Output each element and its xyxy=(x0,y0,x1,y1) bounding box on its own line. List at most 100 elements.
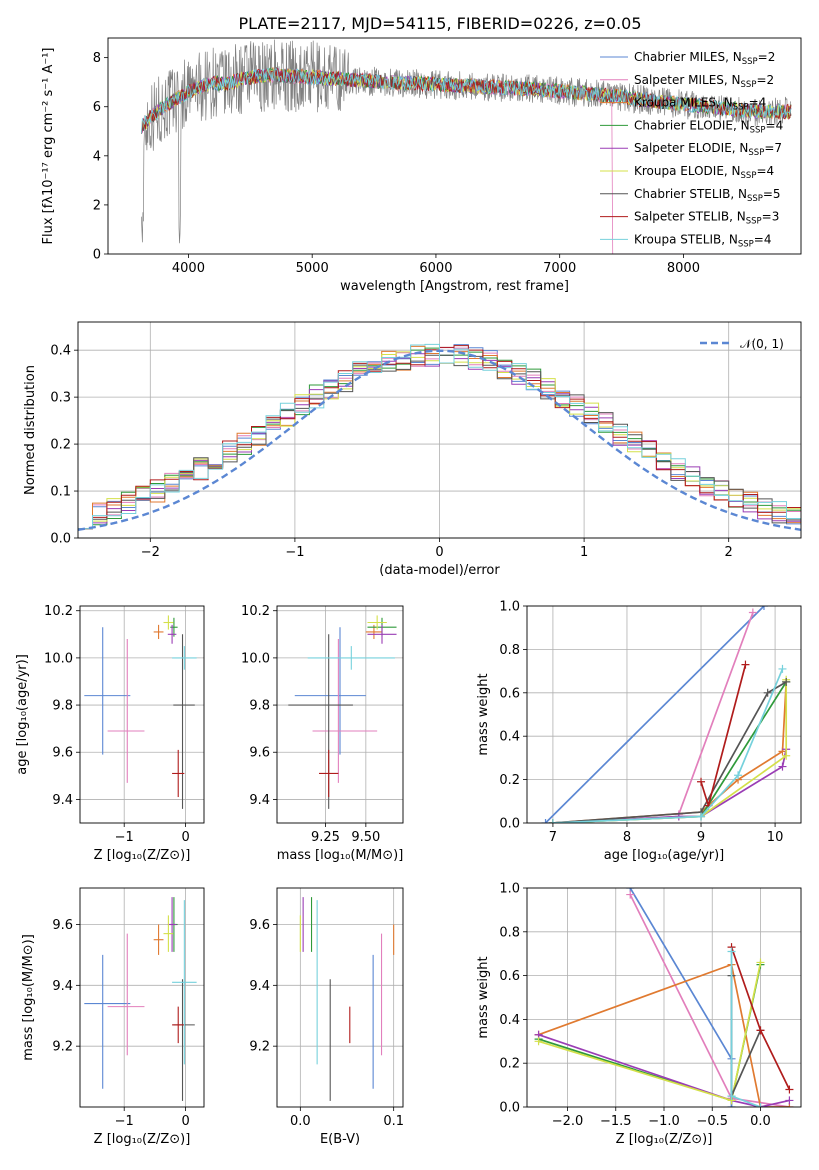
x-tick-label: 6000 xyxy=(419,261,452,276)
legend-name: Salpeter MILES, N xyxy=(634,73,741,87)
legend-subscript: SSP xyxy=(738,239,754,249)
x-tick-label: −1 xyxy=(285,545,304,560)
x-tick-label: −1 xyxy=(115,830,134,845)
x-tick-label: −0.5 xyxy=(696,1114,728,1129)
axes-frame xyxy=(276,887,404,1108)
x-axis-label: mass [log₁₀(M/M⊙)] xyxy=(277,848,404,863)
x-tick-label: 7000 xyxy=(543,261,576,276)
weight-marker xyxy=(697,812,706,821)
y-tick-label: 0.4 xyxy=(50,344,71,359)
legend-label: Chabrier ELODIE, NSSP=4 xyxy=(634,118,783,135)
weight-line xyxy=(552,749,788,823)
x-tick-label: 9 xyxy=(697,830,705,845)
x-axis-label: Z [log₁₀(Z/Z⊙)] xyxy=(94,848,191,863)
axes-frame xyxy=(526,887,802,1108)
extinction-mass-panel: 0.0 0.1 9.2 9.4 9.6 E(B-V) xyxy=(249,887,404,1147)
x-tick-label: 9.50 xyxy=(351,830,380,845)
y-tick-label: 0.0 xyxy=(50,532,71,547)
y-tick-label: 0.1 xyxy=(50,485,71,500)
weight-marker xyxy=(782,751,791,760)
legend-label: Salpeter STELIB, NSSP=3 xyxy=(634,210,779,227)
x-tick-label: 8 xyxy=(623,830,631,845)
y-tick-label: 9.4 xyxy=(249,793,270,808)
weight-marker xyxy=(778,762,787,771)
legend-count: =4 xyxy=(754,232,772,246)
x-tick-label: 0 xyxy=(181,1114,189,1129)
weight-line xyxy=(538,964,762,1102)
x-axis-label: age [log₁₀(age/yr)] xyxy=(604,848,725,863)
legend-count: =4 xyxy=(756,164,774,178)
legend-count: =4 xyxy=(749,96,767,110)
x-axis-label: Z [log₁₀(Z/Z⊙)] xyxy=(616,1132,713,1147)
normal-legend-label: 𝒩(0, 1) xyxy=(740,337,784,351)
legend-subscript: SSP xyxy=(742,57,758,67)
x-tick-label: −1 xyxy=(115,1114,134,1129)
x-axis-label: (data-model)/error xyxy=(379,563,500,578)
y-tick-label: 0.4 xyxy=(499,1013,520,1028)
y-tick-label: 0.3 xyxy=(50,391,71,406)
grid xyxy=(527,887,801,1108)
legend-name: Chabrier ELODIE, N xyxy=(634,118,750,132)
y-tick-label: 9.2 xyxy=(249,1040,270,1055)
y-tick-label: 0.2 xyxy=(499,773,520,788)
weight-marker xyxy=(727,947,736,956)
plot-area xyxy=(78,343,801,531)
legend-name: Salpeter ELODIE, N xyxy=(634,141,748,155)
legend-count: =3 xyxy=(762,210,780,224)
metallicity-mass-panel: −1 0 9.2 9.4 9.6 Z [log₁₀(Z/Z⊙)] mass [log₁₀(M… xyxy=(21,887,205,1147)
y-tick-label: 9.8 xyxy=(52,699,73,714)
weight-marker xyxy=(759,606,768,610)
weight-marker xyxy=(756,1026,765,1035)
weight-marker xyxy=(756,1103,765,1107)
plot-area xyxy=(84,615,197,809)
weight-line xyxy=(552,681,788,823)
y-tick-label: 9.6 xyxy=(249,918,270,933)
y-tick-label: 10.2 xyxy=(241,604,270,619)
y-axis-label: mass [log₁₀(M/M⊙)] xyxy=(21,934,36,1061)
x-tick-label: 0.0 xyxy=(750,1114,771,1129)
y-tick-label: 1.0 xyxy=(499,882,520,897)
axes-frame xyxy=(526,605,802,824)
weight-marker xyxy=(741,660,750,669)
x-tick-label: 0.1 xyxy=(383,1114,404,1129)
axes-frame xyxy=(107,37,802,255)
legend-name: Kroupa MILES, N xyxy=(634,96,733,110)
legend-subscript: SSP xyxy=(741,171,757,181)
plot-area xyxy=(299,897,395,1101)
legend-label: Chabrier MILES, NSSP=2 xyxy=(634,50,775,67)
y-axis-label: mass weight xyxy=(476,673,491,755)
weight-marker xyxy=(756,958,765,967)
x-tick-label: 2 xyxy=(725,545,733,560)
axes-frame xyxy=(276,605,404,824)
plot-area xyxy=(534,888,794,1107)
y-tick-label: 0.8 xyxy=(499,925,520,940)
weight-line xyxy=(552,681,787,823)
weight-marker xyxy=(782,677,791,686)
y-tick-label: 0.8 xyxy=(499,643,520,658)
x-tick-label: 8000 xyxy=(667,261,700,276)
x-tick-label: −2.0 xyxy=(552,1114,584,1129)
plot-area xyxy=(84,897,197,1101)
y-tick-label: 0.0 xyxy=(499,817,520,832)
weight-line xyxy=(544,606,765,823)
y-axis-label: Flux [fλ10⁻¹⁷ erg cm⁻² s⁻¹ A⁻¹] xyxy=(41,48,56,245)
weight-line xyxy=(678,612,754,815)
x-axis-label: Z [log₁₀(Z/Z⊙)] xyxy=(94,1132,191,1147)
y-tick-label: 0 xyxy=(93,248,101,263)
legend-label: Kroupa ELODIE, NSSP=4 xyxy=(634,164,774,181)
legend-count: =7 xyxy=(764,141,782,155)
y-tick-label: 10.2 xyxy=(44,604,73,619)
figure-title: PLATE=2117, MJD=54115, FIBERID=0226, z=0… xyxy=(238,14,641,33)
y-axis-label: mass weight xyxy=(476,956,491,1038)
y-tick-label: 9.6 xyxy=(52,746,73,761)
legend-label: Chabrier STELIB, NSSP=5 xyxy=(634,187,781,204)
y-tick-label: 1.0 xyxy=(499,600,520,615)
legend-subscript: SSP xyxy=(741,80,757,90)
legend-name: Chabrier STELIB, N xyxy=(634,187,747,201)
y-tick-label: 6 xyxy=(93,100,101,115)
normal-curve xyxy=(78,349,801,531)
mass-age-panel: 9.25 9.50 9.4 9.6 9.8 10.0 10.2 mass [log₁₀(M/M… xyxy=(241,604,404,863)
legend-name: Chabrier MILES, N xyxy=(634,50,742,64)
y-tick-label: 8 xyxy=(93,51,101,66)
